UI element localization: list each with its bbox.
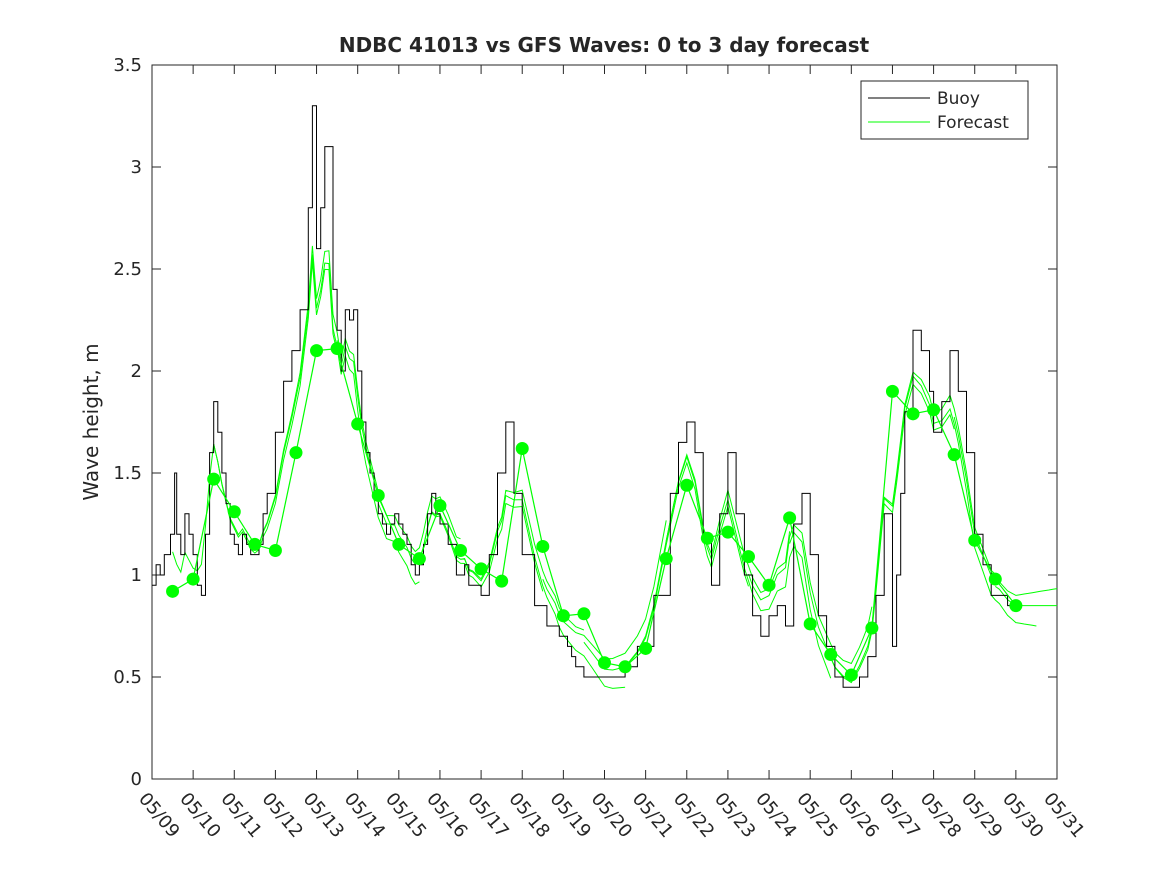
forecast-point: [495, 574, 509, 588]
y-tick-label: 0: [131, 769, 142, 790]
forecast-point: [392, 537, 406, 551]
buoy-series-group: [152, 105, 1016, 688]
forecast-point: [844, 668, 858, 682]
forecast-point: [556, 609, 570, 623]
legend-box: [860, 80, 1029, 140]
buoy-line: [152, 105, 1016, 688]
y-tick-label: 0.5: [113, 667, 142, 688]
forecast-point: [988, 572, 1002, 586]
forecast-run-line: [995, 585, 1057, 607]
y-tick-label: 2: [131, 361, 142, 382]
forecast-point: [1009, 599, 1023, 613]
forecast-point: [248, 537, 262, 551]
forecast-run-line: [953, 416, 1058, 596]
forecast-run-line: [748, 523, 873, 665]
forecast-run-line: [295, 254, 420, 585]
forecast-point: [412, 552, 426, 566]
forecast-point: [536, 539, 550, 553]
forecast-point: [618, 660, 632, 674]
forecast-line: [172, 347, 1017, 677]
y-tick-label: 1.5: [113, 463, 142, 484]
forecast-point: [865, 621, 879, 635]
forecast-series-group: [166, 342, 1023, 682]
forecast-point: [227, 505, 241, 519]
forecast-point: [330, 342, 344, 356]
forecast-point: [741, 550, 755, 564]
forecast-point: [433, 499, 447, 513]
forecast-point: [454, 544, 468, 558]
forecast-point: [166, 584, 180, 598]
y-tick-label: 3: [131, 157, 142, 178]
forecast-point: [207, 472, 221, 486]
plot-area: [151, 64, 1058, 780]
forecast-point: [577, 607, 591, 621]
forecast-point: [885, 384, 899, 398]
legend-forecast-label: Forecast: [937, 113, 1009, 133]
forecast-point: [371, 488, 385, 502]
forecast-point: [186, 572, 200, 586]
forecast-point: [824, 648, 838, 662]
y-tick-label: 3.5: [113, 55, 142, 76]
forecast-point: [289, 446, 303, 460]
y-tick-label: 2.5: [113, 259, 142, 280]
forecast-point: [351, 417, 365, 431]
forecast-point: [700, 531, 714, 545]
y-tick-label: 1: [131, 565, 142, 586]
forecast-point: [968, 533, 982, 547]
legend: Buoy Forecast: [860, 80, 1029, 140]
forecast-point: [680, 478, 694, 492]
forecast-point: [947, 448, 961, 462]
forecast-point: [762, 578, 776, 592]
forecast-run-line: [172, 397, 297, 574]
forecast-point: [310, 344, 324, 358]
forecast-point: [803, 617, 817, 631]
forecast-point: [783, 511, 797, 525]
y-axis-label: Wave height, m: [79, 343, 103, 500]
forecast-run-line: [254, 245, 379, 550]
forecast-run-line: [336, 340, 461, 553]
chart-title: NDBC 41013 vs GFS Waves: 0 to 3 day fore…: [339, 33, 870, 57]
forecast-point: [515, 442, 529, 456]
legend-buoy-label: Buoy: [937, 89, 980, 109]
forecast-point: [598, 656, 611, 670]
forecast-point: [474, 562, 488, 576]
forecast-point: [639, 641, 653, 655]
forecast-point: [906, 407, 920, 421]
forecast-run-line: [213, 261, 338, 554]
forecast-point: [927, 403, 941, 417]
forecast-point: [721, 525, 735, 539]
forecast-point: [268, 544, 282, 558]
forecast-point: [659, 552, 673, 566]
